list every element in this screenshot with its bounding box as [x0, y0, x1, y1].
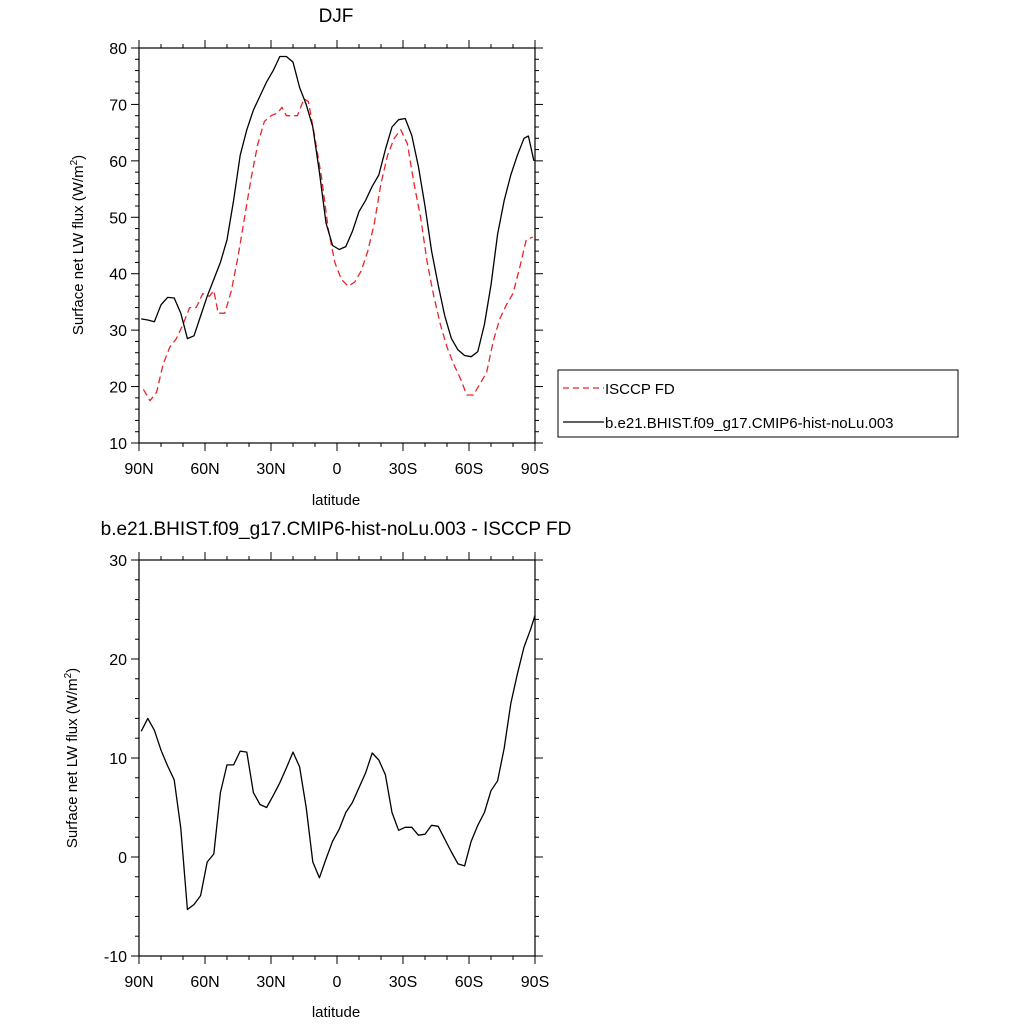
axis-ticks: 10 20 30 40 50 60 70 80 90N 60N 30N 0 30S 60S 90S	[109, 40, 549, 478]
x-tick-label: 90N	[124, 461, 153, 478]
y-axis-label-superscript: 2	[69, 159, 80, 165]
series-line-isccp-fd	[142, 98, 534, 402]
x-tick-label: 60N	[190, 461, 219, 478]
plot-area	[140, 613, 535, 911]
x-tick-label: 30N	[256, 461, 285, 478]
y-tick-label: 20	[109, 652, 127, 669]
x-tick-label: 30N	[256, 974, 285, 991]
legend-label-isccp: ISCCP FD	[605, 381, 675, 398]
x-tick-label: 0	[333, 974, 342, 991]
y-axis-label-main: Surface net LW flux (W/m	[64, 678, 81, 848]
chart-title: b.e21.BHIST.f09_g17.CMIP6-hist-noLu.003 …	[101, 519, 572, 540]
legend-box	[557, 369, 959, 438]
y-axis-label-superscript: 2	[63, 672, 74, 678]
x-tick-label: 90N	[124, 974, 153, 991]
x-tick-label: 60S	[455, 461, 483, 478]
plot-frame	[138, 559, 536, 957]
x-axis-label: latitude	[312, 492, 360, 509]
x-tick-label: 60N	[190, 974, 219, 991]
y-tick-label: 30	[109, 323, 127, 340]
y-tick-label: 60	[109, 154, 127, 171]
x-tick-label: 90S	[521, 461, 549, 478]
x-tick-label: 90S	[521, 974, 549, 991]
y-axis-label: Surface net LW flux (W/m2)	[69, 155, 87, 335]
axis-ticks: -10 0 10 20 30 90N 60N 30N 0 30S 60S 90S	[104, 552, 549, 991]
y-tick-label: 20	[109, 380, 127, 397]
x-axis-label: latitude	[312, 1004, 360, 1021]
y-tick-label: 40	[109, 267, 127, 284]
series-line-model	[140, 613, 535, 911]
y-tick-label: 10	[109, 751, 127, 768]
x-tick-label: 0	[333, 461, 342, 478]
y-axis-label: Surface net LW flux (W/m2)	[63, 668, 81, 848]
y-tick-label: 70	[109, 97, 127, 114]
chart-title: DJF	[319, 6, 354, 27]
y-tick-label: 0	[118, 850, 127, 867]
y-tick-label: 30	[109, 553, 127, 570]
chart-panel-difference: b.e21.BHIST.f09_g17.CMIP6-hist-noLu.003 …	[63, 519, 571, 1021]
plot-frame	[138, 47, 536, 444]
legend-label-model: b.e21.BHIST.f09_g17.CMIP6-hist-noLu.003	[605, 415, 894, 432]
y-tick-label: 50	[109, 210, 127, 227]
series-line-model	[141, 55, 535, 358]
y-tick-label: 80	[109, 41, 127, 58]
x-tick-label: 30S	[389, 461, 417, 478]
x-tick-label: 30S	[389, 974, 417, 991]
legend: ISCCP FD b.e21.BHIST.f09_g17.CMIP6-hist-…	[557, 369, 959, 438]
y-axis-label-tail: )	[70, 155, 87, 160]
plot-area	[141, 55, 535, 402]
y-axis-label-main: Surface net LW flux (W/m	[70, 165, 87, 335]
x-tick-label: 60S	[455, 974, 483, 991]
y-axis-label-tail: )	[64, 668, 81, 673]
y-tick-label: -10	[104, 949, 127, 966]
y-tick-label: 10	[109, 436, 127, 453]
